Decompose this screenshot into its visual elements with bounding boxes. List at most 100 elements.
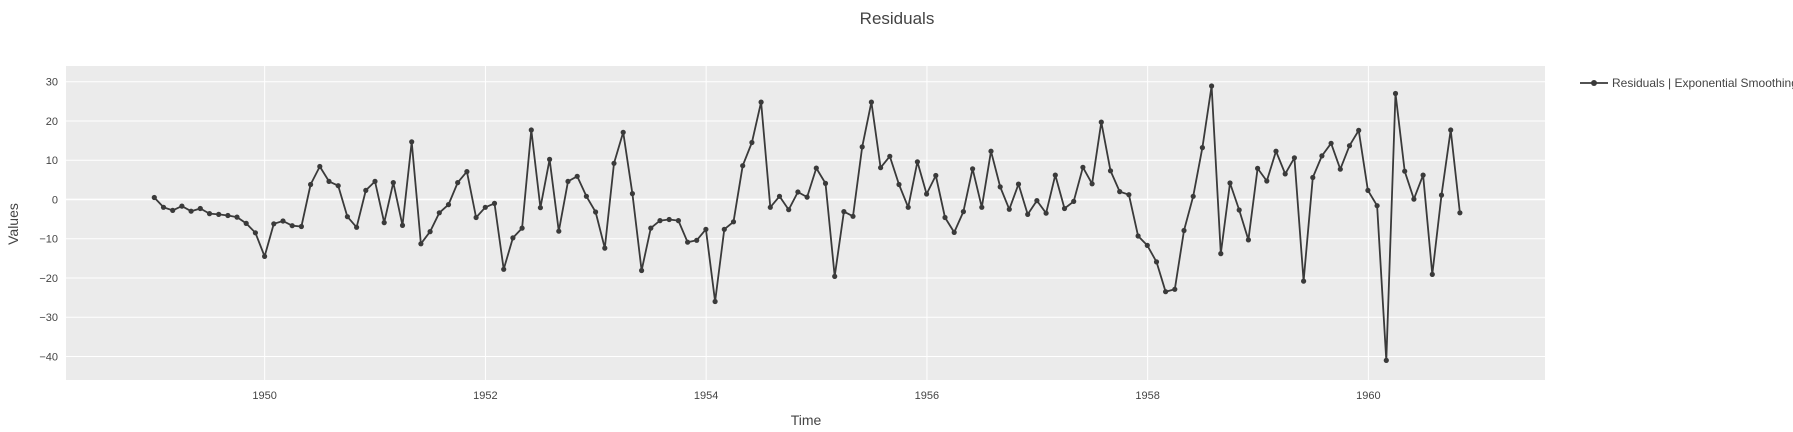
data-point[interactable] [1163,289,1169,295]
data-point[interactable] [225,212,231,219]
data-point[interactable] [813,165,819,171]
data-point[interactable] [1438,192,1445,198]
data-point[interactable] [1328,140,1334,146]
data-point[interactable] [1346,143,1353,149]
data-point[interactable] [602,245,608,251]
data-point[interactable] [611,160,617,166]
data-point[interactable] [354,224,360,230]
data-point[interactable] [381,220,387,226]
data-point[interactable] [1264,178,1270,184]
data-point[interactable] [455,180,461,186]
data-point[interactable] [556,228,562,234]
data-point[interactable] [970,166,976,172]
data-point[interactable] [179,203,185,209]
data-point[interactable] [960,209,967,215]
data-point[interactable] [216,211,222,217]
data-point[interactable] [997,184,1003,190]
data-point[interactable] [703,226,709,232]
data-point[interactable] [1089,181,1095,187]
data-point[interactable] [1273,148,1279,154]
data-point[interactable] [1071,198,1077,204]
data-point[interactable] [537,205,544,211]
data-point[interactable] [372,178,378,184]
data-point[interactable] [795,189,801,195]
data-point[interactable] [1190,193,1196,199]
data-point[interactable] [445,202,452,208]
data-point[interactable] [1282,171,1288,177]
data-point[interactable] [905,204,911,210]
data-point[interactable] [1457,210,1463,216]
data-point[interactable] [160,204,167,210]
data-point[interactable] [427,229,433,235]
data-point[interactable] [344,214,350,220]
data-point[interactable] [878,165,884,171]
data-point[interactable] [234,214,240,220]
data-point[interactable] [399,222,406,228]
data-point[interactable] [685,239,691,245]
data-point[interactable] [1199,145,1205,151]
data-point[interactable] [519,225,525,231]
data-point[interactable] [887,153,893,159]
data-point[interactable] [151,194,157,201]
data-point[interactable] [1392,90,1399,97]
data-point[interactable] [1383,357,1389,363]
data-point[interactable] [850,213,856,219]
data-point[interactable] [988,148,994,154]
data-point[interactable] [1107,168,1114,174]
data-point[interactable] [1025,211,1031,217]
data-point[interactable] [1135,233,1141,239]
data-point[interactable] [1098,119,1104,125]
data-point[interactable] [657,218,663,224]
data-point[interactable] [271,221,277,227]
data-point[interactable] [1218,251,1224,257]
data-point[interactable] [1301,278,1307,284]
data-point[interactable] [896,181,902,188]
data-point[interactable] [666,216,672,223]
data-point[interactable] [262,253,268,259]
data-point[interactable] [528,127,534,133]
data-point[interactable] [1310,174,1316,181]
data-point[interactable] [1181,227,1187,234]
data-point[interactable] [1126,192,1132,198]
data-point[interactable] [1420,172,1426,178]
data-point[interactable] [1144,242,1150,248]
data-point[interactable] [280,218,286,224]
data-point[interactable] [629,191,636,197]
data-point[interactable] [767,204,773,210]
data-point[interactable] [979,204,985,210]
data-point[interactable] [620,129,626,135]
data-point[interactable] [252,230,258,236]
data-point[interactable] [639,267,645,274]
data-point[interactable] [1245,237,1251,243]
data-point[interactable] [675,218,682,224]
data-point[interactable] [1006,206,1012,212]
data-point[interactable] [1255,165,1261,171]
data-point[interactable] [473,214,479,221]
data-point[interactable] [1153,259,1160,265]
data-point[interactable] [1172,286,1178,292]
data-point[interactable] [1402,168,1408,174]
data-point[interactable] [933,172,939,179]
data-point[interactable] [758,99,764,105]
data-point[interactable] [1080,164,1086,170]
data-point[interactable] [1448,127,1454,133]
data-point[interactable] [1411,196,1417,202]
data-point[interactable] [951,229,957,235]
data-point[interactable] [593,209,599,215]
data-point[interactable] [491,200,498,206]
data-point[interactable] [317,163,323,170]
data-point[interactable] [1227,180,1233,186]
data-point[interactable] [390,180,396,186]
data-point[interactable] [308,181,314,188]
data-point[interactable] [1429,271,1435,277]
data-point[interactable] [298,223,304,230]
data-point[interactable] [418,241,424,247]
data-point[interactable] [1356,127,1362,133]
data-point[interactable] [648,225,654,231]
data-point[interactable] [363,187,369,193]
data-point[interactable] [243,220,249,226]
data-point[interactable] [464,169,470,175]
data-point[interactable] [942,214,948,221]
data-point[interactable] [1365,187,1371,193]
data-point[interactable] [832,273,838,279]
